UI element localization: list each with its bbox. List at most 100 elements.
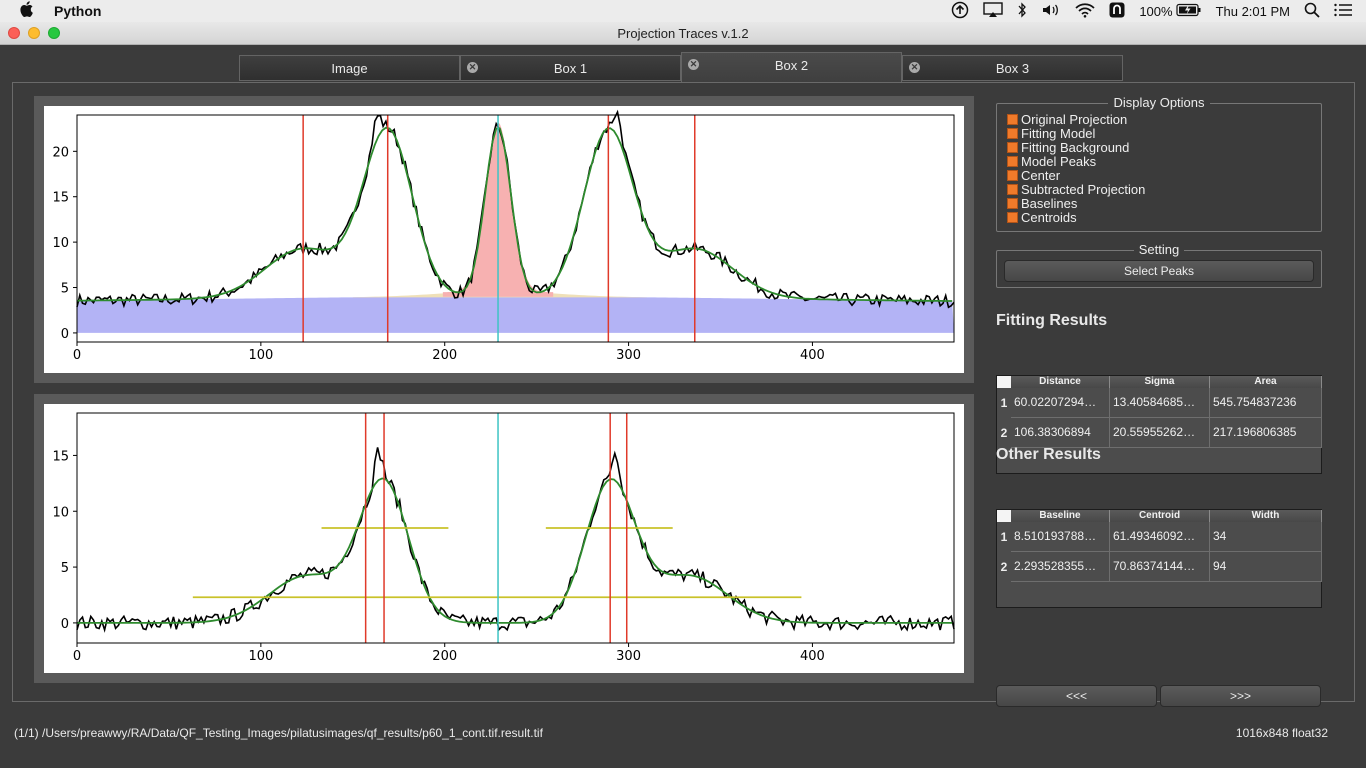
- airplay-icon[interactable]: [983, 1, 1004, 21]
- app-name[interactable]: Python: [54, 3, 102, 19]
- volume-icon[interactable]: [1041, 2, 1061, 21]
- tab-image[interactable]: Image: [239, 55, 460, 81]
- table-cell[interactable]: 13.40584685…: [1110, 388, 1210, 418]
- menubar: Python 100% Thu 2:01 PM: [0, 0, 1366, 22]
- option-center[interactable]: Center: [1007, 168, 1060, 183]
- table-cell[interactable]: 217.196806385: [1210, 418, 1322, 448]
- upload-icon[interactable]: [951, 1, 969, 22]
- checkbox[interactable]: [1007, 141, 1018, 153]
- option-fitting-model[interactable]: Fitting Model: [1007, 126, 1095, 141]
- notification-center-icon[interactable]: [1334, 3, 1352, 20]
- column-header-sigma[interactable]: Sigma: [1110, 376, 1210, 388]
- select-peaks-button[interactable]: Select Peaks: [1004, 260, 1314, 282]
- column-header-centroid[interactable]: Centroid: [1110, 510, 1210, 522]
- fitting-model-line: [77, 477, 953, 624]
- plot-area: [77, 413, 954, 643]
- y-tick-label: 0: [61, 617, 69, 632]
- option-model-peaks[interactable]: Model Peaks: [1007, 153, 1097, 169]
- plot-frame: [76, 412, 955, 644]
- fitting-results-table[interactable]: Distance Sigma Area 1 60.02207294… 13.40…: [996, 375, 1322, 474]
- window-titlebar[interactable]: Projection Traces v.1.2: [0, 22, 1366, 45]
- option-subtracted-projection[interactable]: Subtracted Projection: [1007, 181, 1146, 197]
- row-header[interactable]: 1: [1000, 396, 1008, 410]
- column-header-area[interactable]: Area: [1210, 376, 1322, 388]
- option-centroids[interactable]: Centroids: [1007, 209, 1077, 225]
- tab-label: Box 1: [553, 60, 588, 76]
- option-label: Baselines: [1021, 195, 1078, 211]
- tab-box-3[interactable]: ✕ Box 3: [902, 55, 1123, 81]
- close-tab-icon[interactable]: ✕: [909, 62, 920, 73]
- x-tick-label: 300: [616, 649, 641, 664]
- x-tick-label: 300: [616, 348, 641, 363]
- row-header[interactable]: 1: [1000, 530, 1008, 544]
- battery-charging-icon[interactable]: [1175, 3, 1202, 20]
- y-tick-label: 5: [61, 282, 69, 297]
- apple-icon[interactable]: [20, 0, 38, 22]
- y-tick-label: 0: [61, 327, 69, 342]
- close-tab-icon[interactable]: ✕: [467, 62, 478, 73]
- window-content: Image ✕ Box 1 ✕ Box 2 ✕ Box 3 0 100 200 300…: [0, 45, 1366, 768]
- table-cell[interactable]: 34: [1210, 522, 1322, 552]
- option-baselines[interactable]: Baselines: [1007, 195, 1078, 211]
- table-cell[interactable]: 8.510193788…: [1011, 522, 1110, 552]
- subtracted-projection-plot[interactable]: 0 100 200 300 400 0 5 10 15: [34, 394, 974, 683]
- row-header[interactable]: 2: [1000, 560, 1008, 574]
- column-header-width[interactable]: Width: [1210, 510, 1322, 522]
- tab-box-1[interactable]: ✕ Box 1: [460, 55, 681, 81]
- table-cell[interactable]: 61.49346092…: [1110, 522, 1210, 552]
- checkbox[interactable]: [1007, 169, 1018, 181]
- y-tick-label: 10: [52, 236, 69, 251]
- option-label: Model Peaks: [1021, 153, 1097, 169]
- fitting-results-title: Fitting Results: [996, 312, 1108, 329]
- checkbox[interactable]: [1007, 211, 1018, 223]
- status-image-info: 1016x848 float32: [1235, 726, 1328, 740]
- option-label: Original Projection: [1021, 111, 1128, 127]
- tab-box-2[interactable]: ✕ Box 2: [681, 52, 902, 82]
- option-original-projection[interactable]: Original Projection: [1007, 111, 1128, 127]
- fitting-background-area: [77, 296, 954, 333]
- table-cell[interactable]: 106.38306894: [1011, 418, 1110, 448]
- option-label: Centroids: [1021, 209, 1077, 225]
- table-cell[interactable]: 94: [1210, 552, 1322, 582]
- tab-label: Box 3: [995, 60, 1030, 76]
- next-button[interactable]: >>>: [1160, 685, 1321, 707]
- table-corner[interactable]: [997, 510, 1011, 522]
- checkbox[interactable]: [1007, 197, 1018, 209]
- row-header[interactable]: 2: [1000, 426, 1008, 440]
- column-header-baseline[interactable]: Baseline: [1011, 510, 1110, 522]
- table-cell[interactable]: 2.293528355…: [1011, 552, 1110, 582]
- tab-content-panel: 0 100 200 300 400 0 5 10 15 20 0 100 200 300 400 0 5 10 1…: [12, 82, 1355, 707]
- other-results-table[interactable]: Baseline Centroid Width 1 8.510193788… 6…: [996, 509, 1322, 608]
- spotlight-search-icon[interactable]: [1304, 2, 1320, 21]
- table-cell[interactable]: 70.86374144…: [1110, 552, 1210, 582]
- original-projection-plot[interactable]: 0 100 200 300 400 0 5 10 15 20: [34, 96, 974, 383]
- other-results-title: Other Results: [996, 446, 1101, 463]
- y-tick-label: 15: [52, 449, 69, 464]
- plot-1-svg: 0 100 200 300 400 0 5 10 15 20: [44, 106, 964, 373]
- bluetooth-icon[interactable]: [1017, 1, 1027, 21]
- previous-button[interactable]: <<<: [996, 685, 1157, 707]
- display-options-title: Display Options: [1108, 95, 1210, 110]
- setting-group: Setting Select Peaks: [996, 242, 1322, 288]
- window-close-button[interactable]: [8, 27, 20, 39]
- table-cell[interactable]: 60.02207294…: [1011, 388, 1110, 418]
- clock[interactable]: Thu 2:01 PM: [1215, 3, 1290, 19]
- display-options-group: Display Options Original Projection Fitt…: [996, 95, 1322, 232]
- wifi-icon[interactable]: [1075, 2, 1095, 21]
- checkbox[interactable]: [1007, 127, 1018, 139]
- checkbox[interactable]: [1007, 183, 1018, 195]
- app-status-icon[interactable]: [1109, 2, 1125, 21]
- table-cell[interactable]: 545.754837236: [1210, 388, 1322, 418]
- status-file-path: (1/1) /Users/preawwy/RA/Data/QF_Testing_…: [14, 726, 543, 740]
- option-fitting-background[interactable]: Fitting Background: [1007, 140, 1129, 155]
- close-tab-icon[interactable]: ✕: [688, 59, 699, 70]
- checkbox[interactable]: [1007, 113, 1018, 125]
- table-cell[interactable]: 20.55955262…: [1110, 418, 1210, 448]
- window-zoom-button[interactable]: [48, 27, 60, 39]
- x-tick-label: 0: [73, 348, 81, 363]
- option-label: Subtracted Projection: [1021, 181, 1146, 197]
- column-header-distance[interactable]: Distance: [1011, 376, 1110, 388]
- checkbox[interactable]: [1007, 155, 1018, 167]
- window-minimize-button[interactable]: [28, 27, 40, 39]
- table-corner[interactable]: [997, 376, 1011, 388]
